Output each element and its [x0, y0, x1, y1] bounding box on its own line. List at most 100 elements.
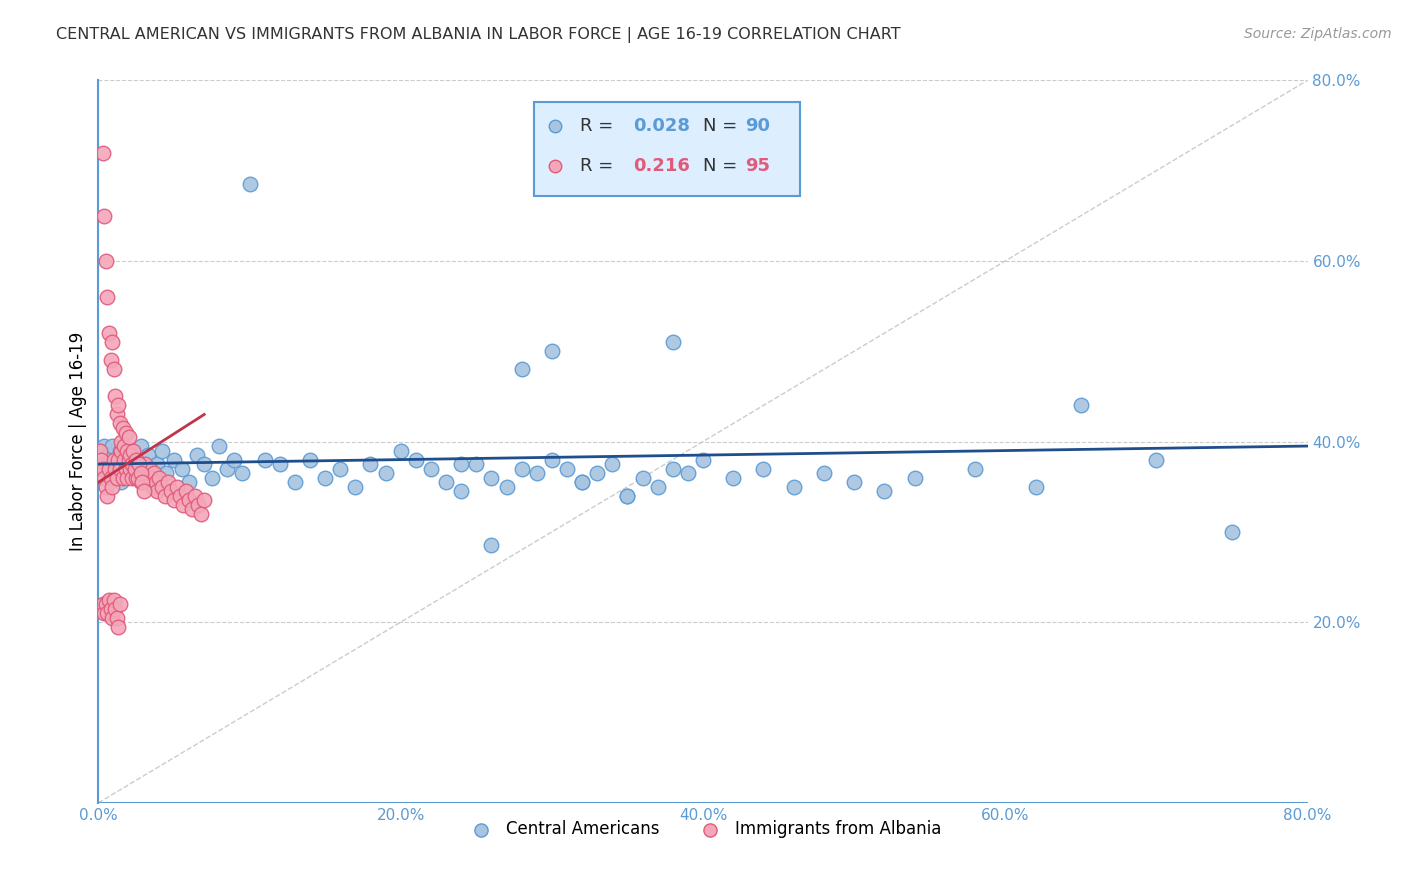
- Point: [813, 466, 835, 480]
- Point: [142, 480, 165, 494]
- Point: [160, 484, 183, 499]
- Point: [108, 597, 131, 611]
- Point: [94, 254, 117, 268]
- Point: [153, 489, 176, 503]
- Point: [571, 475, 593, 490]
- Point: [111, 471, 134, 485]
- Point: [104, 452, 127, 467]
- Point: [299, 452, 322, 467]
- Point: [166, 480, 188, 494]
- Point: [602, 457, 624, 471]
- Point: [94, 597, 117, 611]
- Point: [90, 443, 112, 458]
- Point: [495, 480, 517, 494]
- Point: [186, 448, 208, 462]
- Point: [360, 457, 382, 471]
- Point: [98, 461, 121, 475]
- Point: [146, 484, 169, 499]
- Point: [124, 461, 146, 475]
- Point: [1220, 524, 1243, 539]
- Point: [104, 461, 127, 475]
- Point: [110, 475, 132, 490]
- Point: [115, 471, 138, 485]
- Point: [124, 461, 146, 475]
- Point: [170, 461, 193, 475]
- Point: [112, 439, 135, 453]
- Point: [510, 362, 533, 376]
- Point: [181, 502, 204, 516]
- Point: [114, 425, 136, 440]
- Point: [526, 466, 548, 480]
- Point: [103, 362, 125, 376]
- Point: [1144, 452, 1167, 467]
- Point: [112, 452, 135, 467]
- Point: [752, 461, 775, 475]
- Point: [100, 461, 122, 475]
- Point: [118, 443, 141, 458]
- Point: [329, 461, 352, 475]
- Point: [121, 471, 143, 485]
- Point: [132, 484, 155, 499]
- Point: [434, 475, 457, 490]
- Point: [269, 457, 291, 471]
- Point: [142, 480, 165, 494]
- Point: [420, 461, 443, 475]
- Point: [111, 421, 134, 435]
- Point: [555, 461, 578, 475]
- Point: [374, 466, 396, 480]
- Point: [108, 417, 131, 431]
- FancyBboxPatch shape: [534, 102, 800, 196]
- Point: [540, 452, 562, 467]
- Point: [115, 466, 138, 480]
- Point: [93, 471, 115, 485]
- Point: [101, 480, 124, 494]
- Text: 90: 90: [745, 117, 770, 135]
- Point: [172, 498, 194, 512]
- Point: [108, 443, 131, 458]
- Point: [104, 601, 127, 615]
- Point: [215, 461, 238, 475]
- Point: [184, 489, 207, 503]
- Point: [103, 592, 125, 607]
- Point: [107, 452, 129, 467]
- Point: [647, 480, 669, 494]
- Point: [136, 448, 159, 462]
- Point: [110, 443, 132, 458]
- Point: [90, 452, 112, 467]
- Point: [107, 620, 129, 634]
- Point: [193, 493, 215, 508]
- Point: [129, 466, 152, 480]
- Text: R =: R =: [579, 117, 624, 135]
- Point: [96, 290, 118, 304]
- Point: [115, 443, 138, 458]
- Point: [586, 466, 609, 480]
- Point: [208, 439, 231, 453]
- Point: [156, 475, 179, 490]
- Point: [1024, 480, 1046, 494]
- Point: [239, 177, 262, 191]
- Point: [132, 461, 155, 475]
- Text: 95: 95: [745, 156, 770, 175]
- Point: [89, 448, 111, 462]
- Point: [98, 448, 121, 462]
- Point: [105, 471, 128, 485]
- Point: [114, 452, 136, 467]
- Point: [163, 452, 186, 467]
- Point: [169, 489, 191, 503]
- Text: R =: R =: [579, 156, 624, 175]
- Point: [127, 471, 149, 485]
- Point: [145, 475, 167, 490]
- Point: [965, 461, 987, 475]
- Point: [141, 471, 163, 485]
- Point: [112, 461, 135, 475]
- Point: [93, 439, 115, 453]
- Point: [201, 471, 224, 485]
- Point: [134, 457, 156, 471]
- Point: [676, 466, 699, 480]
- Point: [93, 209, 115, 223]
- Point: [344, 480, 367, 494]
- Point: [94, 480, 117, 494]
- Point: [125, 452, 148, 467]
- Point: [129, 439, 152, 453]
- Point: [131, 475, 153, 490]
